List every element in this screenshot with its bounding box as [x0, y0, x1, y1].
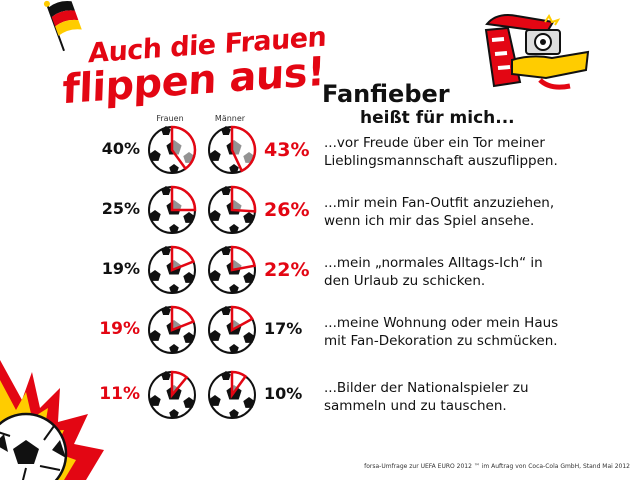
- maenner-value: 10%: [264, 384, 303, 403]
- column-header-maenner: Männer: [214, 114, 246, 123]
- maenner-value: 43%: [264, 139, 310, 161]
- statement-line: ...vor Freude über ein Tor meiner: [324, 135, 545, 151]
- maenner-ball-mark-wedge: [230, 125, 257, 173]
- maenner-ball-mark: [208, 370, 256, 419]
- statement-line: ...Bilder der Nationalspieler zu: [324, 380, 529, 396]
- statement-line: sammeln und zu tauschen.: [324, 398, 507, 414]
- statement-text: ...vor Freude über ein Tor meiner Liebli…: [324, 134, 624, 170]
- frauen-ball-mark-wedge: [170, 245, 196, 272]
- frauen-value: 19%: [99, 319, 140, 339]
- frauen-value: 25%: [101, 199, 140, 218]
- maenner-value: 22%: [264, 259, 310, 281]
- frauen-ball-mark: [148, 370, 196, 419]
- frauen-ball-mark: [148, 245, 196, 294]
- frauen-ball-mark-wedge: [170, 305, 196, 332]
- frauen-value: 11%: [99, 384, 140, 404]
- subtitle-line-1: Fanfieber: [322, 80, 450, 108]
- frauen-value: 40%: [101, 139, 140, 158]
- source-footnote: forsa-Umfrage zur UEFA EURO 2012 ™ im Au…: [364, 463, 630, 470]
- frauen-ball-mark: [148, 125, 197, 174]
- statement-line: Lieblingsmannschaft auszuflippen.: [324, 153, 558, 169]
- statement-text: ...mir mein Fan-Outfit anzuziehen, wenn …: [324, 194, 624, 230]
- maenner-ball-mark: [208, 305, 256, 354]
- frauen-ball-mark: [148, 305, 196, 354]
- german-flag-icon: [43, 0, 82, 52]
- frauen-ball-mark-wedge: [170, 370, 189, 399]
- maenner-ball-mark-wedge: [230, 370, 248, 399]
- statement-line: wenn ich mir das Spiel ansehe.: [324, 213, 535, 229]
- frauen-ball-mark: [148, 185, 197, 234]
- statement-text: ...Bilder der Nationalspieler zu sammeln…: [324, 379, 624, 415]
- maenner-value: 26%: [264, 199, 310, 221]
- subtitle-line-2: heißt für mich...: [360, 108, 515, 128]
- maenner-ball-mark-wedge: [230, 245, 257, 272]
- maenner-ball-mark-wedge: [230, 305, 254, 333]
- camera-fan-icon: [484, 14, 590, 90]
- statement-line: den Urlaub zu schicken.: [324, 273, 486, 289]
- statement-line: mit Fan-Dekoration zu schmücken.: [324, 333, 558, 349]
- exploding-football-icon: [0, 360, 104, 480]
- column-header-frauen: Frauen: [156, 114, 184, 123]
- statement-line: ...mir mein Fan-Outfit anzuziehen,: [324, 195, 555, 211]
- maenner-ball-mark: [208, 245, 257, 294]
- statement-line: ...meine Wohnung oder mein Haus: [324, 315, 559, 331]
- statement-line: ...mein „normales Alltags-Ich“ in: [324, 255, 543, 271]
- frauen-value: 19%: [101, 259, 140, 278]
- maenner-ball-mark: [208, 125, 257, 174]
- statement-text: ...meine Wohnung oder mein Haus mit Fan-…: [324, 314, 624, 350]
- maenner-value: 17%: [264, 319, 303, 338]
- frauen-ball-mark-wedge: [170, 185, 197, 212]
- frauen-ball-mark-wedge: [170, 125, 197, 171]
- maenner-ball-mark-wedge: [230, 185, 257, 213]
- statement-text: ...mein „normales Alltags-Ich“ in den Ur…: [324, 254, 624, 290]
- maenner-ball-mark: [208, 185, 257, 234]
